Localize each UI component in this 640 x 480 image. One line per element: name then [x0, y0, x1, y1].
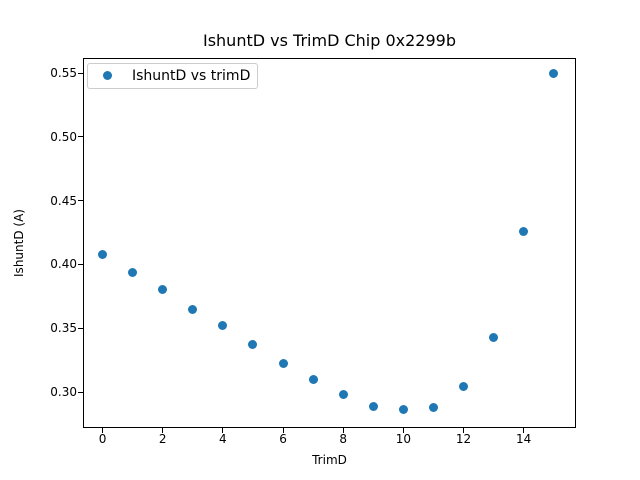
scatter-point — [278, 359, 288, 369]
x-tick-mark — [523, 428, 525, 433]
x-tick-label: 6 — [279, 432, 287, 446]
y-tick-label: 0.50 — [50, 129, 77, 144]
scatter-point — [398, 405, 408, 415]
scatter-point — [158, 285, 168, 295]
x-tick-mark — [402, 428, 404, 433]
legend-label: IshuntD vs trimD — [132, 68, 251, 84]
x-tick-mark — [342, 428, 344, 433]
y-tick-label: 0.35 — [50, 321, 77, 336]
scatter-point — [519, 226, 529, 236]
scatter-point — [218, 321, 228, 331]
y-tick-mark — [78, 72, 83, 74]
y-tick-mark — [78, 391, 83, 393]
scatter-point — [428, 402, 438, 412]
y-tick-label: 0.55 — [50, 66, 77, 81]
x-tick-label: 2 — [158, 432, 167, 446]
x-tick-mark — [282, 428, 284, 433]
y-tick-label: 0.30 — [50, 385, 77, 400]
x-tick-label: 8 — [339, 432, 347, 446]
scatter-point — [248, 340, 258, 350]
y-tick-mark — [78, 327, 83, 329]
x-axis-label: TrimD — [312, 453, 347, 467]
x-tick-mark — [162, 428, 164, 433]
scatter-point — [368, 401, 378, 411]
x-tick-label: 0 — [98, 432, 107, 446]
scatter-point — [549, 68, 559, 78]
x-tick-label: 4 — [219, 432, 227, 446]
y-tick-mark — [78, 136, 83, 138]
legend: IshuntD vs trimD — [87, 63, 258, 89]
scatter-point — [308, 374, 318, 384]
legend-marker-icon — [103, 71, 112, 80]
scatter-point — [338, 390, 348, 400]
scatter-point — [459, 382, 468, 392]
x-tick-mark — [102, 428, 104, 433]
x-tick-mark — [463, 428, 464, 433]
y-tick-mark — [78, 200, 83, 202]
scatter-point — [98, 249, 108, 259]
y-tick-mark — [78, 263, 83, 265]
y-tick-label: 0.45 — [50, 193, 77, 208]
x-tick-mark — [222, 428, 224, 433]
scatter-point — [489, 332, 499, 342]
chart-title: IshuntD vs TrimD Chip 0x2299b — [202, 31, 456, 50]
scatter-point — [188, 304, 198, 314]
x-tick-label: 12 — [455, 432, 472, 446]
scatter-point — [128, 267, 138, 277]
x-tick-label: 10 — [395, 432, 411, 446]
plot-area — [83, 58, 576, 428]
y-tick-label: 0.40 — [50, 257, 77, 272]
x-tick-label: 14 — [516, 432, 532, 446]
